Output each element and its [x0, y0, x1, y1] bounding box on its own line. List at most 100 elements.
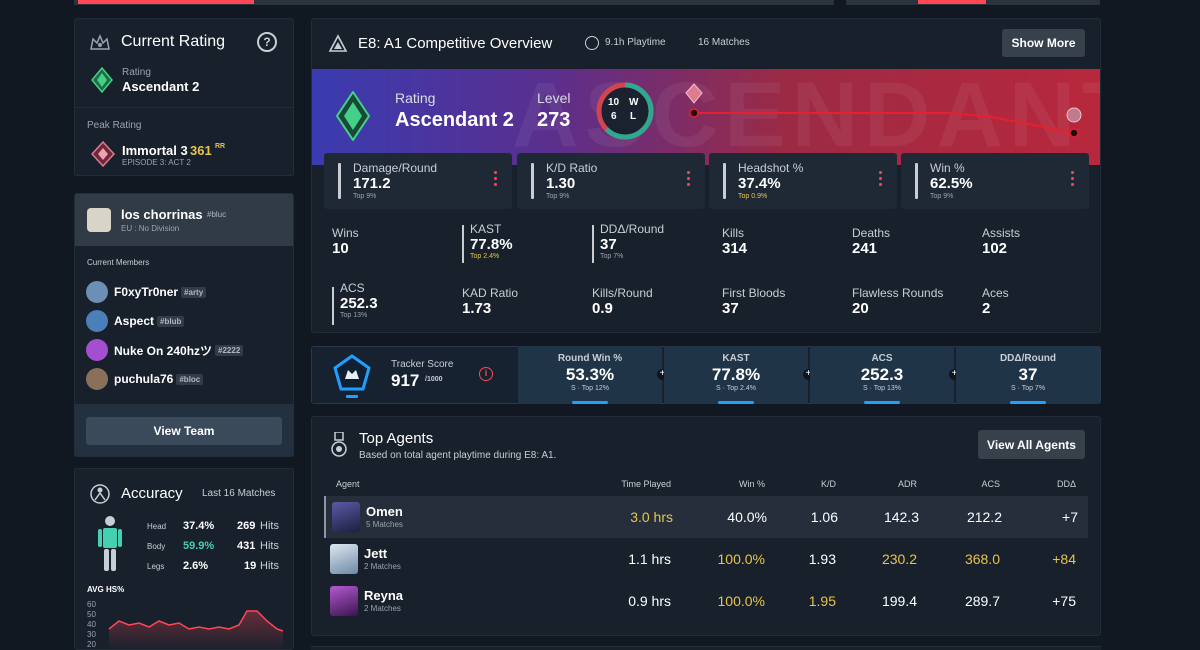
stat-card-label: K/D Ratio — [546, 161, 598, 175]
show-more-button[interactable]: Show More — [1002, 29, 1085, 57]
agents-header-time[interactable]: Time Played — [621, 479, 671, 489]
grid-stat-bar — [332, 287, 334, 325]
agents-header-win[interactable]: Win % — [738, 479, 765, 489]
rating-value: Ascendant 2 — [122, 79, 200, 94]
crosshair-person-icon — [89, 483, 111, 510]
stat-card-top: Top 9% — [930, 193, 954, 200]
question-circle-icon[interactable]: ? — [257, 32, 277, 52]
agent-time: 0.9 hrs — [628, 593, 671, 609]
agent-win: 100.0% — [717, 551, 765, 567]
banner-rating-label: Rating — [395, 90, 436, 106]
stat-card-bar — [723, 163, 726, 199]
more-vertical-icon[interactable] — [687, 171, 691, 189]
accuracy-panel: Accuracy Last 16 Matches Head 37.4% 269 … — [74, 468, 294, 650]
stat-card-value: 37.4% — [738, 175, 781, 192]
grid-stat-label: Kills/Round — [592, 286, 653, 300]
peak-rr-value: 361 — [190, 143, 212, 158]
tracker-score-left[interactable]: Tracker Score 917 /1000 i — [312, 347, 517, 403]
tracker-cell-underline — [572, 401, 608, 404]
team-member[interactable]: Nuke On 240hzツ #2222 — [86, 338, 244, 362]
acc-part-label: Legs — [147, 562, 165, 571]
w-letter: W — [629, 97, 639, 108]
stat-card-kd-ratio[interactable]: K/D Ratio 1.30 Top 9% — [517, 153, 705, 209]
agent-adr: 142.3 — [883, 509, 919, 525]
members-label: Current Members — [87, 258, 150, 267]
stat-card-label: Win % — [930, 161, 965, 175]
agent-row[interactable]: Jett 2 Matches 1.1 hrs 100.0% 1.93 230.2… — [324, 538, 1088, 580]
stat-card-value: 171.2 — [353, 175, 391, 192]
acc-pct: 2.6% — [183, 560, 209, 572]
agent-row[interactable]: Reyna 2 Matches 0.9 hrs 100.0% 1.95 199.… — [324, 580, 1088, 622]
agent-matches: 2 Matches — [364, 562, 401, 571]
grid-stat-value: 314 — [722, 240, 748, 257]
accuracy-title: Accuracy — [121, 485, 183, 502]
more-vertical-icon[interactable] — [494, 171, 498, 189]
grid-stat-kills: Kills 314 — [722, 226, 747, 257]
info-circle-icon[interactable]: i — [479, 367, 493, 381]
agents-header-adr[interactable]: ADR — [897, 479, 917, 489]
agent-kd: 1.95 — [808, 593, 836, 609]
avg-hs-tick: 40 — [87, 620, 96, 629]
grid-stat-kast: KAST 77.8% Top 2.4% — [470, 222, 513, 260]
grid-stat-first-bloods: First Bloods 37 — [722, 286, 785, 317]
tracker-cell-round-win[interactable]: Round Win % 53.3% S · Top 12% — [518, 346, 662, 404]
avg-hs-tick: 50 — [87, 610, 96, 619]
grid-stat-value: 10 — [332, 240, 349, 257]
tracker-cell-acs[interactable]: ACS 252.3 S · Top 13% — [810, 346, 954, 404]
team-member[interactable]: puchula76 #bloc — [86, 367, 204, 391]
agents-header-kd[interactable]: K/D — [820, 479, 836, 489]
more-vertical-icon[interactable] — [879, 171, 883, 189]
stat-card-headshot[interactable]: Headshot % 37.4% Top 0.9% — [709, 153, 897, 209]
view-all-agents-button[interactable]: View All Agents — [978, 430, 1085, 459]
top-agents-title: Top Agents — [359, 430, 434, 447]
peak-rating-value: Immortal 3 — [122, 143, 188, 158]
banner-level-value: 273 — [537, 109, 571, 131]
agent-acs: 368.0 — [964, 551, 1000, 567]
stat-card-damage-round[interactable]: Damage/Round 171.2 Top 9% — [324, 153, 512, 209]
stat-card-label: Damage/Round — [353, 161, 438, 175]
grid-stat-assists: Assists 102 — [982, 226, 1020, 257]
stat-card-value: 1.30 — [546, 175, 576, 192]
avg-hs-sparkline — [108, 610, 284, 649]
current-rating-panel: Current Rating ? Rating Ascendant 2 Peak… — [74, 18, 294, 176]
top-tab-active-right[interactable] — [918, 0, 986, 4]
grid-stat-value: 241 — [852, 240, 878, 257]
agent-dda: +75 — [1052, 593, 1076, 609]
member-avatar — [86, 281, 108, 303]
top-agents-subtitle: Based on total agent playtime during E8:… — [359, 450, 557, 461]
agents-header-acs[interactable]: ACS — [981, 479, 1000, 489]
immortal-rank-icon — [90, 140, 116, 172]
grid-stat-deaths: Deaths 241 — [852, 226, 890, 257]
agent-adr: 199.4 — [881, 593, 917, 609]
acc-part-label: Body — [147, 542, 166, 551]
top-tab-active-left[interactable] — [78, 0, 254, 4]
view-team-button[interactable]: View Team — [86, 417, 282, 445]
plus-icon: + — [949, 369, 960, 380]
team-header[interactable] — [75, 194, 293, 246]
tracker-cell-kast[interactable]: KAST 77.8% S · Top 2.4% — [664, 346, 808, 404]
tracker-cell-underline — [1010, 401, 1046, 404]
tracker-cell-label: Round Win % — [557, 353, 623, 364]
stat-card-label: Headshot % — [738, 161, 804, 175]
tracker-cell-value: 53.3% — [565, 365, 615, 384]
stat-card-win-pct[interactable]: Win % 62.5% Top 9% — [901, 153, 1089, 209]
grid-stat-label: Flawless Rounds — [852, 286, 944, 300]
agent-row[interactable]: Omen 5 Matches 3.0 hrs 40.0% 1.06 142.3 … — [324, 496, 1088, 538]
peak-rating-label: Peak Rating — [87, 120, 142, 131]
team-member[interactable]: Aspect #blub — [86, 309, 185, 333]
grid-stat-value: 252.3 — [340, 295, 378, 312]
agents-header-dda[interactable]: DDΔ — [1056, 479, 1076, 489]
grid-stat-value: 1.73 — [462, 300, 492, 317]
medal-icon — [330, 431, 348, 463]
acc-hits: 431 — [237, 540, 256, 552]
agent-time: 3.0 hrs — [630, 509, 673, 525]
ascendant-rank-icon — [91, 66, 113, 98]
team-member[interactable]: F0xyTr0ner #arty — [86, 280, 207, 304]
member-tag: #arty — [181, 286, 207, 298]
agent-matches: 2 Matches — [364, 604, 401, 613]
jett-agent-icon — [330, 544, 358, 574]
accuracy-subtitle: Last 16 Matches — [202, 488, 276, 499]
wins-number: 10 — [608, 97, 620, 108]
tracker-cell-dda-round[interactable]: DDΔ/Round 37 S · Top 7% — [956, 346, 1100, 404]
more-vertical-icon[interactable] — [1071, 171, 1075, 189]
